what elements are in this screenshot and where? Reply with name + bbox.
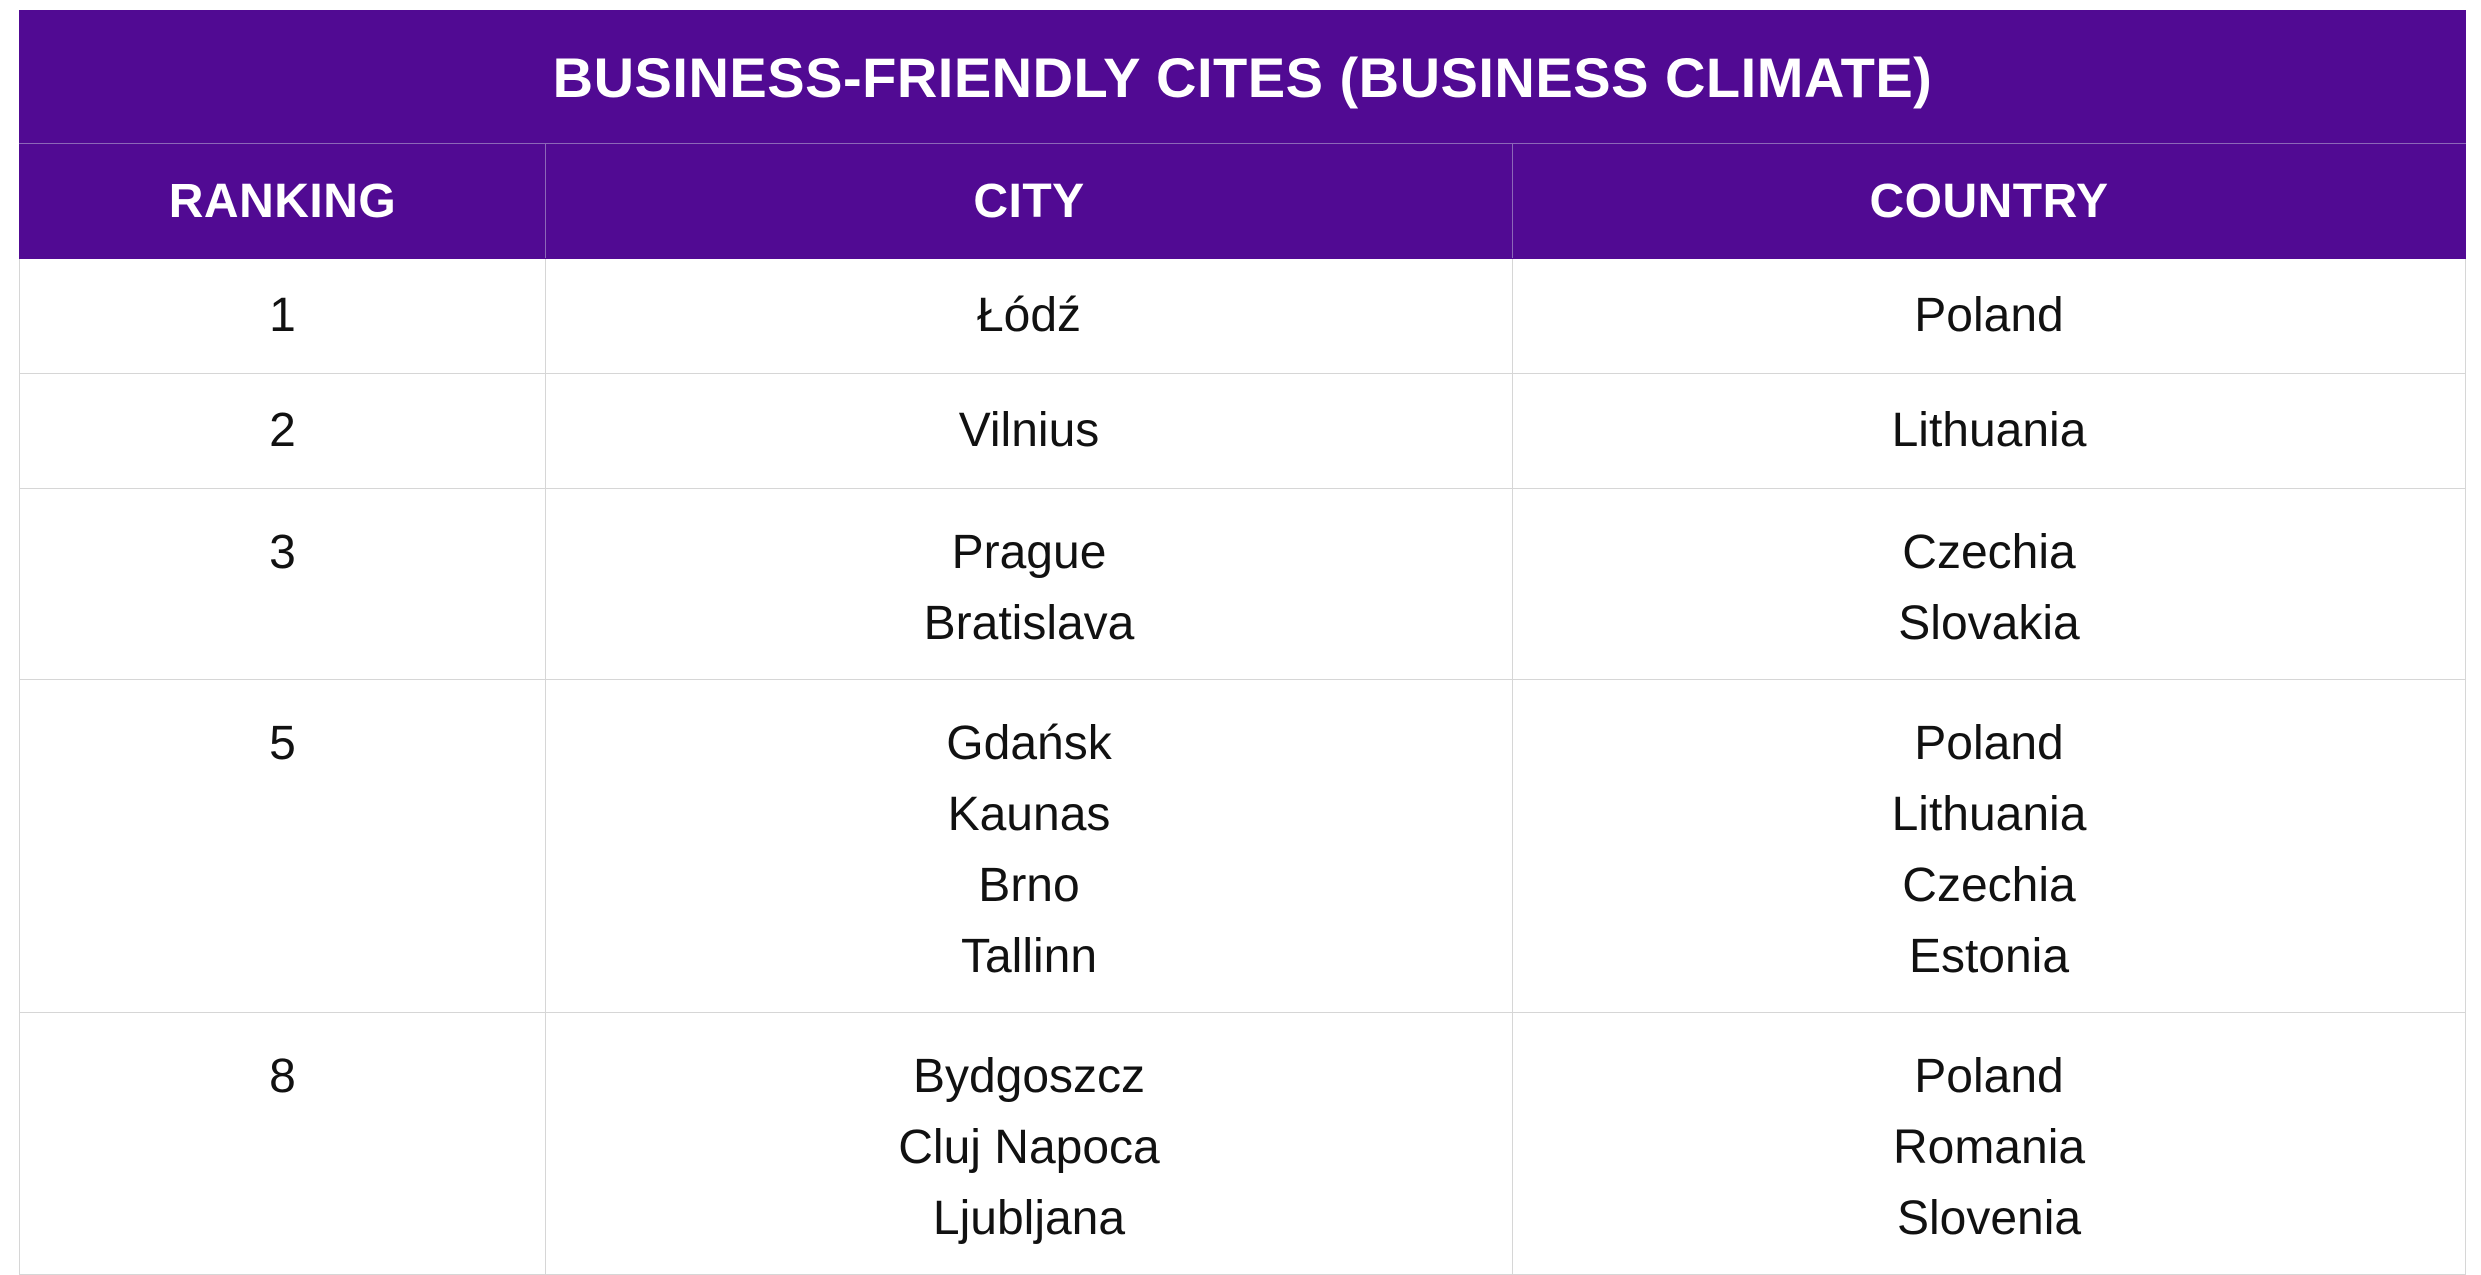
country-name: Czechia bbox=[1902, 859, 2076, 912]
rank-cell: 5 bbox=[19, 679, 546, 1013]
header-row: RANKING CITY COUNTRY bbox=[19, 143, 2466, 259]
header-country: COUNTRY bbox=[1512, 143, 2466, 259]
header-city: CITY bbox=[545, 143, 1513, 259]
table-row: 1 Łódź Poland bbox=[19, 258, 2466, 374]
city-name: Tallinn bbox=[960, 930, 1098, 983]
city-name: Bratislava bbox=[923, 597, 1135, 650]
country-name: Lithuania bbox=[1891, 404, 2087, 457]
table-title: BUSINESS-FRIENDLY CITES (BUSINESS CLIMAT… bbox=[19, 10, 2466, 144]
country-name: Slovenia bbox=[1896, 1192, 2082, 1245]
city-name: Prague bbox=[951, 526, 1107, 579]
city-cell: Łódź bbox=[545, 258, 1513, 374]
country-name: Poland bbox=[1914, 1050, 2064, 1103]
city-name: Ljubljana bbox=[932, 1192, 1126, 1245]
country-name: Poland bbox=[1914, 717, 2064, 770]
country-name: Estonia bbox=[1908, 930, 2070, 983]
ranking-table-container: BUSINESS-FRIENDLY CITES (BUSINESS CLIMAT… bbox=[19, 10, 2466, 1275]
city-name: Łódź bbox=[976, 289, 1082, 342]
city-name: Bydgoszcz bbox=[912, 1050, 1146, 1103]
table-row: 3 Prague Bratislava Czechia Slovakia bbox=[19, 488, 2466, 680]
city-name: Gdańsk bbox=[946, 717, 1112, 770]
rank-value: 1 bbox=[269, 289, 296, 342]
title-row: BUSINESS-FRIENDLY CITES (BUSINESS CLIMAT… bbox=[19, 10, 2466, 144]
rank-cell: 8 bbox=[19, 1012, 546, 1275]
table-row: 5 Gdańsk Kaunas Brno Tallinn Poland Lith… bbox=[19, 679, 2466, 1013]
rank-value: 5 bbox=[269, 717, 296, 770]
country-cell: Lithuania bbox=[1512, 373, 2466, 489]
city-name: Kaunas bbox=[947, 788, 1111, 841]
rank-cell: 1 bbox=[19, 258, 546, 374]
rank-value: 3 bbox=[269, 526, 296, 579]
city-cell: Vilnius bbox=[545, 373, 1513, 489]
rank-cell: 3 bbox=[19, 488, 546, 680]
country-name: Poland bbox=[1914, 289, 2064, 342]
city-cell: Gdańsk Kaunas Brno Tallinn bbox=[545, 679, 1513, 1013]
country-cell: Czechia Slovakia bbox=[1512, 488, 2466, 680]
rank-cell: 2 bbox=[19, 373, 546, 489]
country-name: Czechia bbox=[1902, 526, 2076, 579]
country-cell: Poland Lithuania Czechia Estonia bbox=[1512, 679, 2466, 1013]
country-cell: Poland bbox=[1512, 258, 2466, 374]
table-row: 8 Bydgoszcz Cluj Napoca Ljubljana Poland… bbox=[19, 1012, 2466, 1275]
table-row: 2 Vilnius Lithuania bbox=[19, 373, 2466, 489]
city-cell: Bydgoszcz Cluj Napoca Ljubljana bbox=[545, 1012, 1513, 1275]
country-name: Lithuania bbox=[1891, 788, 2087, 841]
country-name: Romania bbox=[1892, 1121, 2086, 1174]
rank-value: 8 bbox=[269, 1050, 296, 1103]
city-name: Cluj Napoca bbox=[898, 1121, 1160, 1174]
city-cell: Prague Bratislava bbox=[545, 488, 1513, 680]
header-ranking: RANKING bbox=[19, 143, 546, 259]
business-friendly-cities-table: BUSINESS-FRIENDLY CITES (BUSINESS CLIMAT… bbox=[19, 10, 2466, 1275]
city-name: Brno bbox=[978, 859, 1080, 912]
city-name: Vilnius bbox=[958, 404, 1100, 457]
country-cell: Poland Romania Slovenia bbox=[1512, 1012, 2466, 1275]
rank-value: 2 bbox=[269, 404, 296, 457]
country-name: Slovakia bbox=[1898, 597, 2080, 650]
